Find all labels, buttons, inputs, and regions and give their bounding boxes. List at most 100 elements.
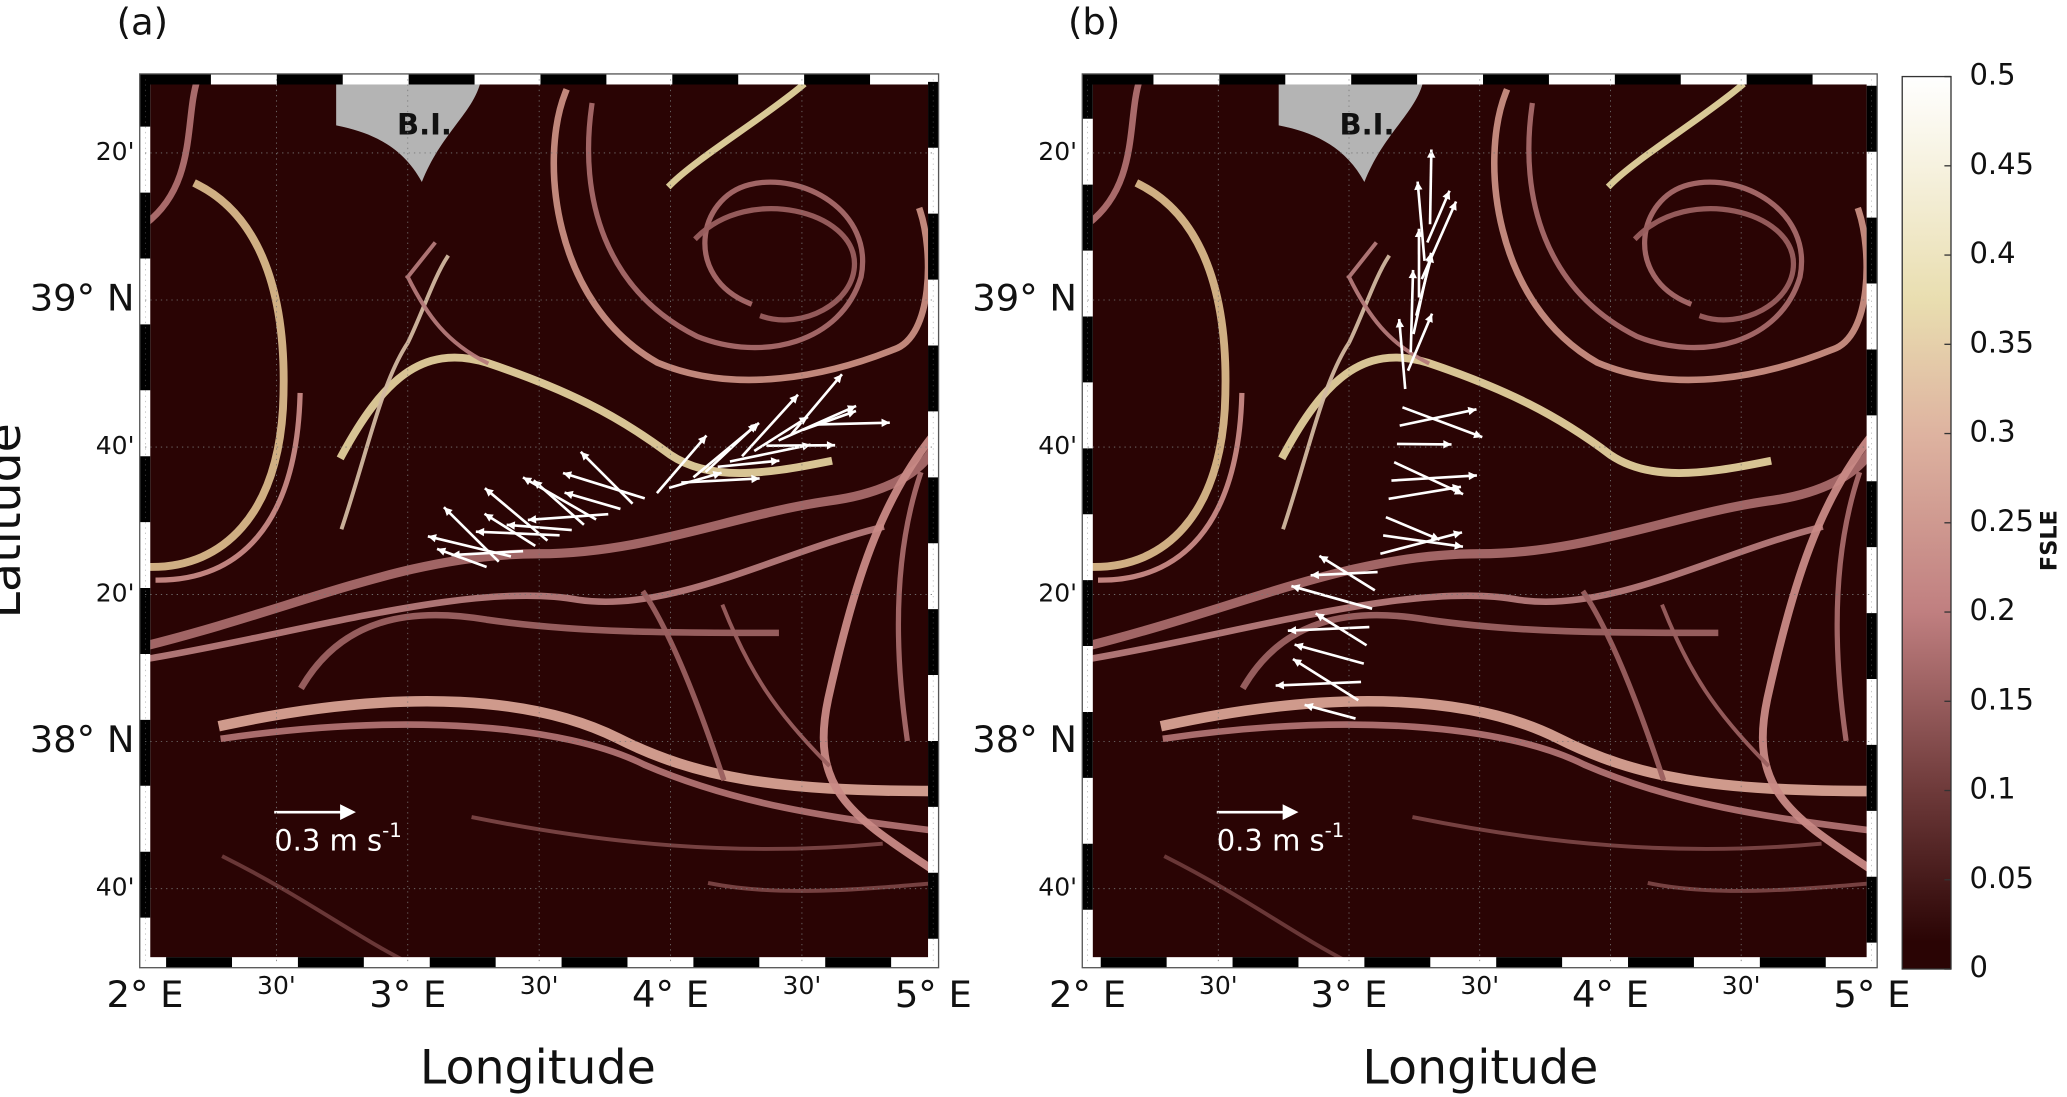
arrow-head xyxy=(1319,555,1329,564)
velocity-arrow xyxy=(1409,269,1415,353)
velocity-arrow xyxy=(1382,534,1464,548)
arrow-head xyxy=(846,409,856,418)
arrow-head xyxy=(833,374,842,384)
filament xyxy=(1281,254,1391,530)
scale-exponent: -1 xyxy=(382,819,402,842)
filament xyxy=(1163,854,1352,963)
y-tick-label: 20' xyxy=(1038,579,1077,608)
arrow-head xyxy=(1467,406,1477,416)
velocity-arrow xyxy=(522,476,597,521)
arrow-head xyxy=(1442,190,1451,200)
arrow-head xyxy=(1454,541,1463,550)
filament xyxy=(693,206,858,323)
y-axis-label: Latitude xyxy=(0,423,32,618)
plot-background xyxy=(1087,79,1872,963)
velocity-arrow xyxy=(1426,190,1451,244)
arrow-head xyxy=(1453,486,1464,495)
filament xyxy=(895,471,924,742)
velocity-arrow xyxy=(681,477,760,484)
y-tick-label: 40' xyxy=(96,873,135,902)
filament xyxy=(1087,523,1824,663)
filament xyxy=(1526,102,1805,351)
arrow-head xyxy=(881,418,890,428)
arrow-head xyxy=(506,521,516,530)
scale-text: 0.3 m s xyxy=(1217,823,1325,857)
velocity-arrow xyxy=(562,471,646,500)
filament xyxy=(640,589,727,782)
arrow-head xyxy=(751,474,760,484)
filament-layer xyxy=(1087,79,1872,963)
filament xyxy=(155,392,303,583)
filaments xyxy=(145,79,934,963)
filament xyxy=(1162,721,1872,834)
x-tick-label: 30' xyxy=(783,971,822,1000)
filament xyxy=(1580,589,1667,782)
velocity-arrow xyxy=(1287,625,1370,633)
filament xyxy=(1239,611,1719,691)
arrow-head xyxy=(697,435,707,445)
filament xyxy=(1660,603,1771,768)
y-tick-label: 40' xyxy=(1038,431,1077,460)
colorbar-label: FSLE xyxy=(2036,510,2062,571)
x-tick-label: 4° E xyxy=(632,973,709,1016)
filament xyxy=(1605,81,1746,190)
island xyxy=(336,79,482,183)
filament xyxy=(550,88,932,384)
velocity-arrow xyxy=(1396,442,1452,446)
velocity-arrow xyxy=(1310,570,1378,577)
arrow-head xyxy=(427,534,437,543)
filament xyxy=(1278,353,1772,477)
colorbar-tick-label: 0.1 xyxy=(1969,772,2015,806)
scale-arrow-head xyxy=(1282,804,1299,821)
velocity-arrow xyxy=(1393,461,1464,496)
filament xyxy=(665,81,807,190)
arrow-head xyxy=(1395,319,1405,328)
arrow-head xyxy=(1468,471,1477,481)
filament xyxy=(585,102,866,351)
velocity-arrow xyxy=(527,512,609,522)
arrow-head xyxy=(527,515,537,524)
arrow-head xyxy=(826,441,836,450)
arrow-head xyxy=(1291,584,1301,593)
y-tick-label: 39° N xyxy=(30,277,135,320)
velocity-arrow xyxy=(1420,200,1458,280)
arrow-head xyxy=(475,527,485,537)
velocity-arrow xyxy=(717,459,780,469)
arrow-head xyxy=(437,547,447,556)
filament xyxy=(1159,696,1872,797)
filament xyxy=(220,721,934,834)
velocity-arrow xyxy=(1416,181,1426,261)
y-tick-label: 38° N xyxy=(30,718,135,761)
arrow-head xyxy=(564,490,574,499)
velocity-arrow xyxy=(1399,407,1477,427)
arrow-head xyxy=(1275,681,1285,690)
x-tick-label: 2° E xyxy=(1049,973,1126,1016)
colorbar-tick-label: 0 xyxy=(1969,950,1987,984)
scale-text: 0.3 m s xyxy=(274,823,382,857)
velocity-arrow xyxy=(564,491,621,511)
arrow-head xyxy=(1473,430,1483,439)
arrow-head xyxy=(1292,658,1303,667)
island xyxy=(1278,79,1424,183)
arrow-head xyxy=(1294,642,1304,651)
frame-outline xyxy=(1081,73,1878,969)
velocity-arrow xyxy=(1428,149,1433,225)
scale-arrow-head xyxy=(340,804,356,821)
filament xyxy=(1098,392,1245,583)
filament xyxy=(339,254,450,530)
arrow-head xyxy=(1408,269,1418,279)
velocity-arrow xyxy=(1385,515,1441,541)
filament xyxy=(217,696,934,797)
x-tick-label: 2° E xyxy=(107,973,184,1016)
frame-dash xyxy=(1082,73,1878,968)
island-label: B.I. xyxy=(1340,108,1395,142)
x-tick-label: 5° E xyxy=(1833,973,1910,1016)
filament xyxy=(1647,881,1872,893)
arrow-head xyxy=(451,550,460,559)
x-axis-label: Longitude xyxy=(1362,1041,1598,1096)
arrow-head xyxy=(770,457,780,466)
x-tick-label: 3° E xyxy=(369,973,446,1016)
filament xyxy=(147,179,288,571)
y-tick-label: 20' xyxy=(96,579,135,608)
